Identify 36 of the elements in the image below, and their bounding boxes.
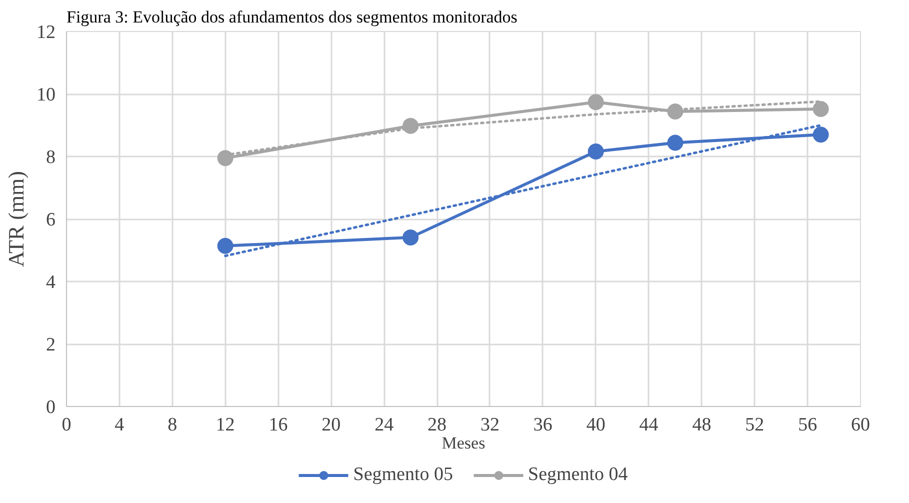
- point: [217, 150, 234, 166]
- x-tick-label: 4: [114, 414, 125, 436]
- x-tick-label: 32: [480, 414, 500, 436]
- x-tick-label: 36: [533, 414, 552, 436]
- point: [588, 94, 604, 110]
- x-tick-label: 52: [745, 414, 764, 436]
- y-tick-label: 8: [46, 147, 56, 168]
- x-tick-label: 16: [268, 414, 288, 436]
- point: [812, 101, 829, 117]
- chart-title: Figura 3: Evolução dos afundamentos dos segmentos monitorados: [66, 8, 518, 26]
- legend-label: Segmento 05: [353, 464, 453, 486]
- legend-label: Segmento 04: [528, 464, 628, 486]
- x-tick-label: 60: [851, 414, 870, 436]
- y-tick-label: 4: [46, 272, 56, 293]
- y-tick-label: 10: [36, 84, 56, 106]
- x-tick-label: 0: [62, 414, 72, 436]
- x-tick-label: 56: [798, 414, 818, 436]
- point: [667, 134, 684, 151]
- x-tick-label: 48: [692, 414, 712, 436]
- x-tick-label: 24: [374, 414, 394, 436]
- point: [402, 229, 419, 246]
- point: [217, 238, 234, 254]
- x-tick-label: 40: [586, 414, 606, 436]
- point: [588, 144, 604, 160]
- x-tick-label: 12: [216, 414, 235, 436]
- y-axis-title: ATR (mm): [4, 171, 28, 267]
- x-tick-label: 20: [322, 414, 341, 436]
- y-tick-label: 6: [46, 210, 56, 230]
- y-tick-label: 0: [46, 397, 56, 418]
- x-tick-label: 8: [168, 414, 178, 436]
- x-axis-title: Meses: [442, 434, 486, 452]
- point: [812, 126, 829, 143]
- x-tick-label: 44: [639, 414, 659, 436]
- y-tick-label: 12: [36, 22, 56, 43]
- y-tick-label: 2: [46, 334, 56, 356]
- x-tick-label: 28: [428, 414, 447, 436]
